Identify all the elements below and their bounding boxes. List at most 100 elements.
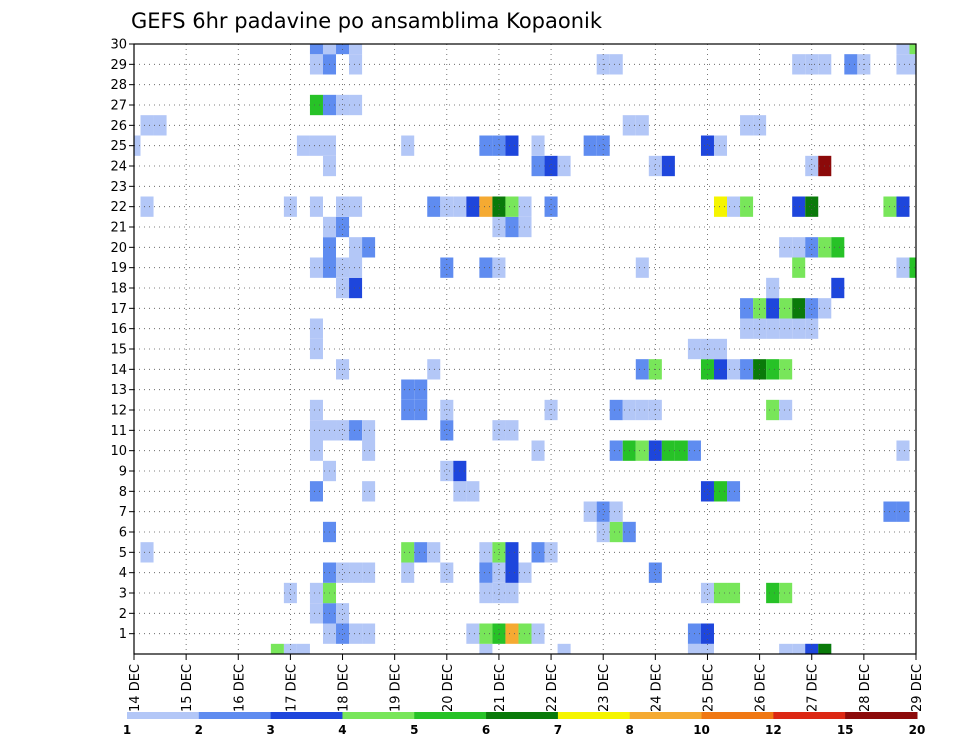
heatmap-cell [427, 196, 441, 217]
heatmap-cell [648, 562, 662, 583]
heatmap-cell [309, 257, 323, 278]
colorbar-tick-label: 1 [123, 723, 131, 737]
heatmap-cell [805, 643, 819, 654]
heatmap-cell [362, 481, 376, 502]
heatmap-cell [492, 623, 506, 644]
heatmap-cell [805, 155, 819, 177]
colorbar-swatch [414, 712, 487, 719]
x-tick-label: 25 DEC [701, 664, 716, 712]
heatmap-cell [336, 623, 350, 644]
heatmap-cell [505, 623, 519, 644]
colorbar-swatch [127, 712, 200, 719]
heatmap-cell [531, 155, 545, 177]
colorbar-swatch [845, 712, 918, 719]
heatmap-cell [440, 562, 454, 583]
x-tick-label: 16 DEC [232, 664, 247, 712]
heatmap-cell [687, 643, 701, 654]
colorbar-tick-label: 15 [837, 723, 854, 737]
heatmap-cell [349, 54, 363, 75]
heatmap-cell [792, 298, 806, 319]
heatmap-cell [844, 54, 858, 75]
heatmap-cell [583, 135, 597, 156]
heatmap-cell [440, 196, 454, 217]
y-tick-label: 14 [110, 363, 127, 378]
heatmap-cell [309, 420, 323, 441]
heatmap-cell [309, 338, 323, 360]
heatmap-cell [349, 44, 363, 55]
heatmap-cell [401, 379, 415, 400]
colorbar-swatch [701, 712, 774, 719]
heatmap-cell [349, 277, 363, 299]
x-tick-label: 24 DEC [649, 664, 664, 712]
x-tick-label: 19 DEC [389, 664, 404, 712]
heatmap-cell [727, 359, 741, 380]
y-tick-label: 17 [110, 302, 127, 317]
heatmap-cell [909, 257, 916, 278]
colorbar-tick-label: 4 [338, 723, 346, 737]
x-tick-label: 27 DEC [806, 664, 821, 712]
heatmap-cell [414, 542, 428, 563]
x-tick-label: 22 DEC [545, 664, 560, 712]
colorbar-tick-label: 12 [765, 723, 782, 737]
heatmap-cell [635, 440, 649, 461]
heatmap-cell [635, 257, 649, 278]
heatmap-cell [531, 623, 545, 644]
heatmap-cell [309, 481, 323, 502]
y-tick-label: 29 [110, 58, 127, 73]
heatmap-cell [479, 582, 493, 604]
heatmap-cell [505, 542, 519, 563]
heatmap-cell [349, 196, 363, 217]
heatmap-cell [700, 623, 714, 644]
heatmap-cell [896, 257, 910, 278]
heatmap-cell [440, 460, 454, 482]
heatmap-cell [492, 257, 506, 278]
y-tick-label: 2 [119, 607, 127, 622]
heatmap-cell [492, 196, 506, 217]
heatmap-cell [792, 196, 806, 217]
heatmap-cell [505, 216, 519, 238]
colorbar-swatch [342, 712, 415, 719]
heatmap-cell [740, 196, 754, 217]
heatmap-cell [505, 135, 519, 156]
heatmap-cell [336, 196, 350, 217]
heatmap-cell [609, 399, 623, 421]
y-tick-label: 23 [110, 180, 127, 195]
heatmap-cell [779, 237, 793, 258]
heatmap-cell [296, 643, 310, 654]
y-tick-label: 30 [110, 38, 127, 53]
heatmap-cell [309, 94, 323, 116]
heatmap-cell [309, 135, 323, 156]
heatmap-cell [896, 54, 910, 75]
heatmap-cell [779, 318, 793, 339]
y-axis: 1234567891011121314151617181920212223242… [110, 38, 134, 642]
heatmap-cell [766, 582, 780, 604]
heatmap-cell [492, 216, 506, 238]
heatmap-cell [779, 359, 793, 380]
heatmap-cell [792, 643, 806, 654]
heatmap-cell [779, 643, 793, 654]
heatmap-cell [309, 318, 323, 339]
heatmap-cell [505, 196, 519, 217]
y-tick-label: 4 [119, 566, 127, 581]
heatmap-cell [427, 542, 441, 563]
heatmap-cell [779, 582, 793, 604]
heatmap-cell [336, 257, 350, 278]
heatmap-cell [700, 135, 714, 156]
heatmap-cell [792, 237, 806, 258]
heatmap-cell [609, 54, 623, 75]
y-tick-label: 12 [110, 404, 127, 419]
colorbar-swatch [486, 712, 559, 719]
heatmap-cell [713, 481, 728, 502]
colorbar-swatch [557, 712, 631, 719]
heatmap-cell [674, 440, 688, 461]
y-tick-label: 20 [110, 241, 127, 256]
y-tick-label: 13 [110, 383, 127, 398]
heatmap-cell [492, 420, 506, 441]
heatmap-cell [336, 420, 350, 441]
x-tick-label: 17 DEC [284, 664, 299, 712]
heatmap-cell [492, 542, 506, 563]
heatmap-cell [544, 542, 558, 563]
heatmap-cell [831, 237, 845, 258]
x-axis: 14 DEC 15 DEC 16 DEC 17 DEC 18 DEC 19 DEC 20 D… [128, 654, 925, 712]
